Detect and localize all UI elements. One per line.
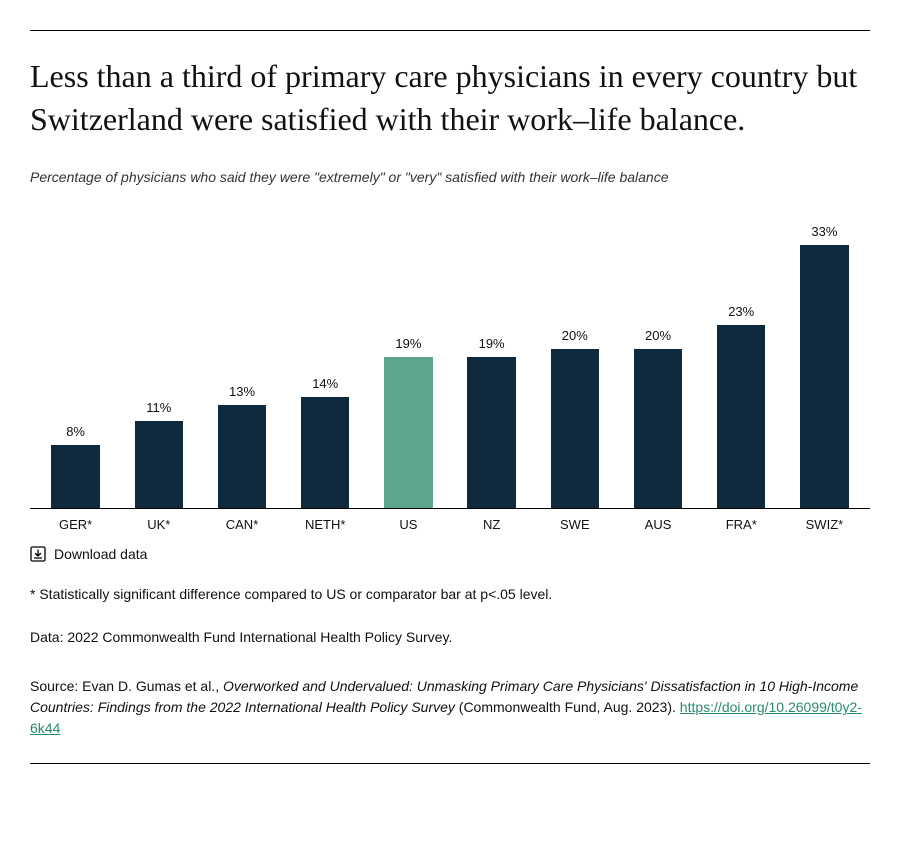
x-axis-label: SWIZ*	[783, 517, 866, 532]
bar-value-label: 20%	[562, 328, 588, 343]
bar	[717, 325, 765, 508]
top-rule	[30, 30, 870, 31]
bar-slot: 23%	[700, 209, 783, 508]
x-axis-label: UK*	[117, 517, 200, 532]
bar-value-label: 11%	[146, 400, 171, 415]
source-suffix: (Commonwealth Fund, Aug. 2023).	[455, 699, 680, 715]
bar-slot: 19%	[367, 209, 450, 508]
bar-slot: 19%	[450, 209, 533, 508]
bar-slot: 13%	[200, 209, 283, 508]
chart-title: Less than a third of primary care physic…	[30, 55, 870, 141]
bar-value-label: 19%	[395, 336, 421, 351]
source-prefix: Source: Evan D. Gumas et al.,	[30, 678, 223, 694]
bar-slot: 20%	[533, 209, 616, 508]
x-axis-label: GER*	[34, 517, 117, 532]
data-source-note: Data: 2022 Commonwealth Fund Internation…	[30, 627, 870, 648]
download-icon	[30, 546, 46, 562]
bar	[800, 245, 848, 508]
bar-value-label: 19%	[479, 336, 505, 351]
bar-slot: 33%	[783, 209, 866, 508]
bar-slot: 11%	[117, 209, 200, 508]
bottom-rule	[30, 763, 870, 764]
x-axis-label: SWE	[533, 517, 616, 532]
bar	[135, 421, 183, 509]
bar-value-label: 8%	[66, 424, 85, 439]
bar	[551, 349, 599, 508]
bar-chart: 8% 11% 13% 14% 19% 19% 20% 20% 23% 33% GER*UK*CAN…	[30, 209, 870, 532]
bar-slot: 14%	[284, 209, 367, 508]
bar	[467, 357, 515, 508]
bar-slot: 8%	[34, 209, 117, 508]
x-axis-label: AUS	[616, 517, 699, 532]
bar	[51, 445, 99, 509]
x-axis-label: NZ	[450, 517, 533, 532]
bar-slot: 20%	[616, 209, 699, 508]
x-axis-label: CAN*	[200, 517, 283, 532]
x-axis-label: NETH*	[284, 517, 367, 532]
bar	[384, 357, 432, 508]
bar	[634, 349, 682, 508]
x-axis-label: FRA*	[700, 517, 783, 532]
bar	[301, 397, 349, 509]
significance-footnote: * Statistically significant difference c…	[30, 584, 870, 605]
bar-value-label: 13%	[229, 384, 255, 399]
source-citation: Source: Evan D. Gumas et al., Overworked…	[30, 676, 870, 739]
bar-value-label: 14%	[312, 376, 338, 391]
x-axis-label: US	[367, 517, 450, 532]
chart-subtitle: Percentage of physicians who said they w…	[30, 169, 870, 185]
bar-value-label: 33%	[811, 224, 837, 239]
bar-value-label: 20%	[645, 328, 671, 343]
bar	[218, 405, 266, 509]
bar-value-label: 23%	[728, 304, 754, 319]
download-data-button[interactable]: Download data	[30, 546, 870, 562]
download-label: Download data	[54, 546, 147, 562]
